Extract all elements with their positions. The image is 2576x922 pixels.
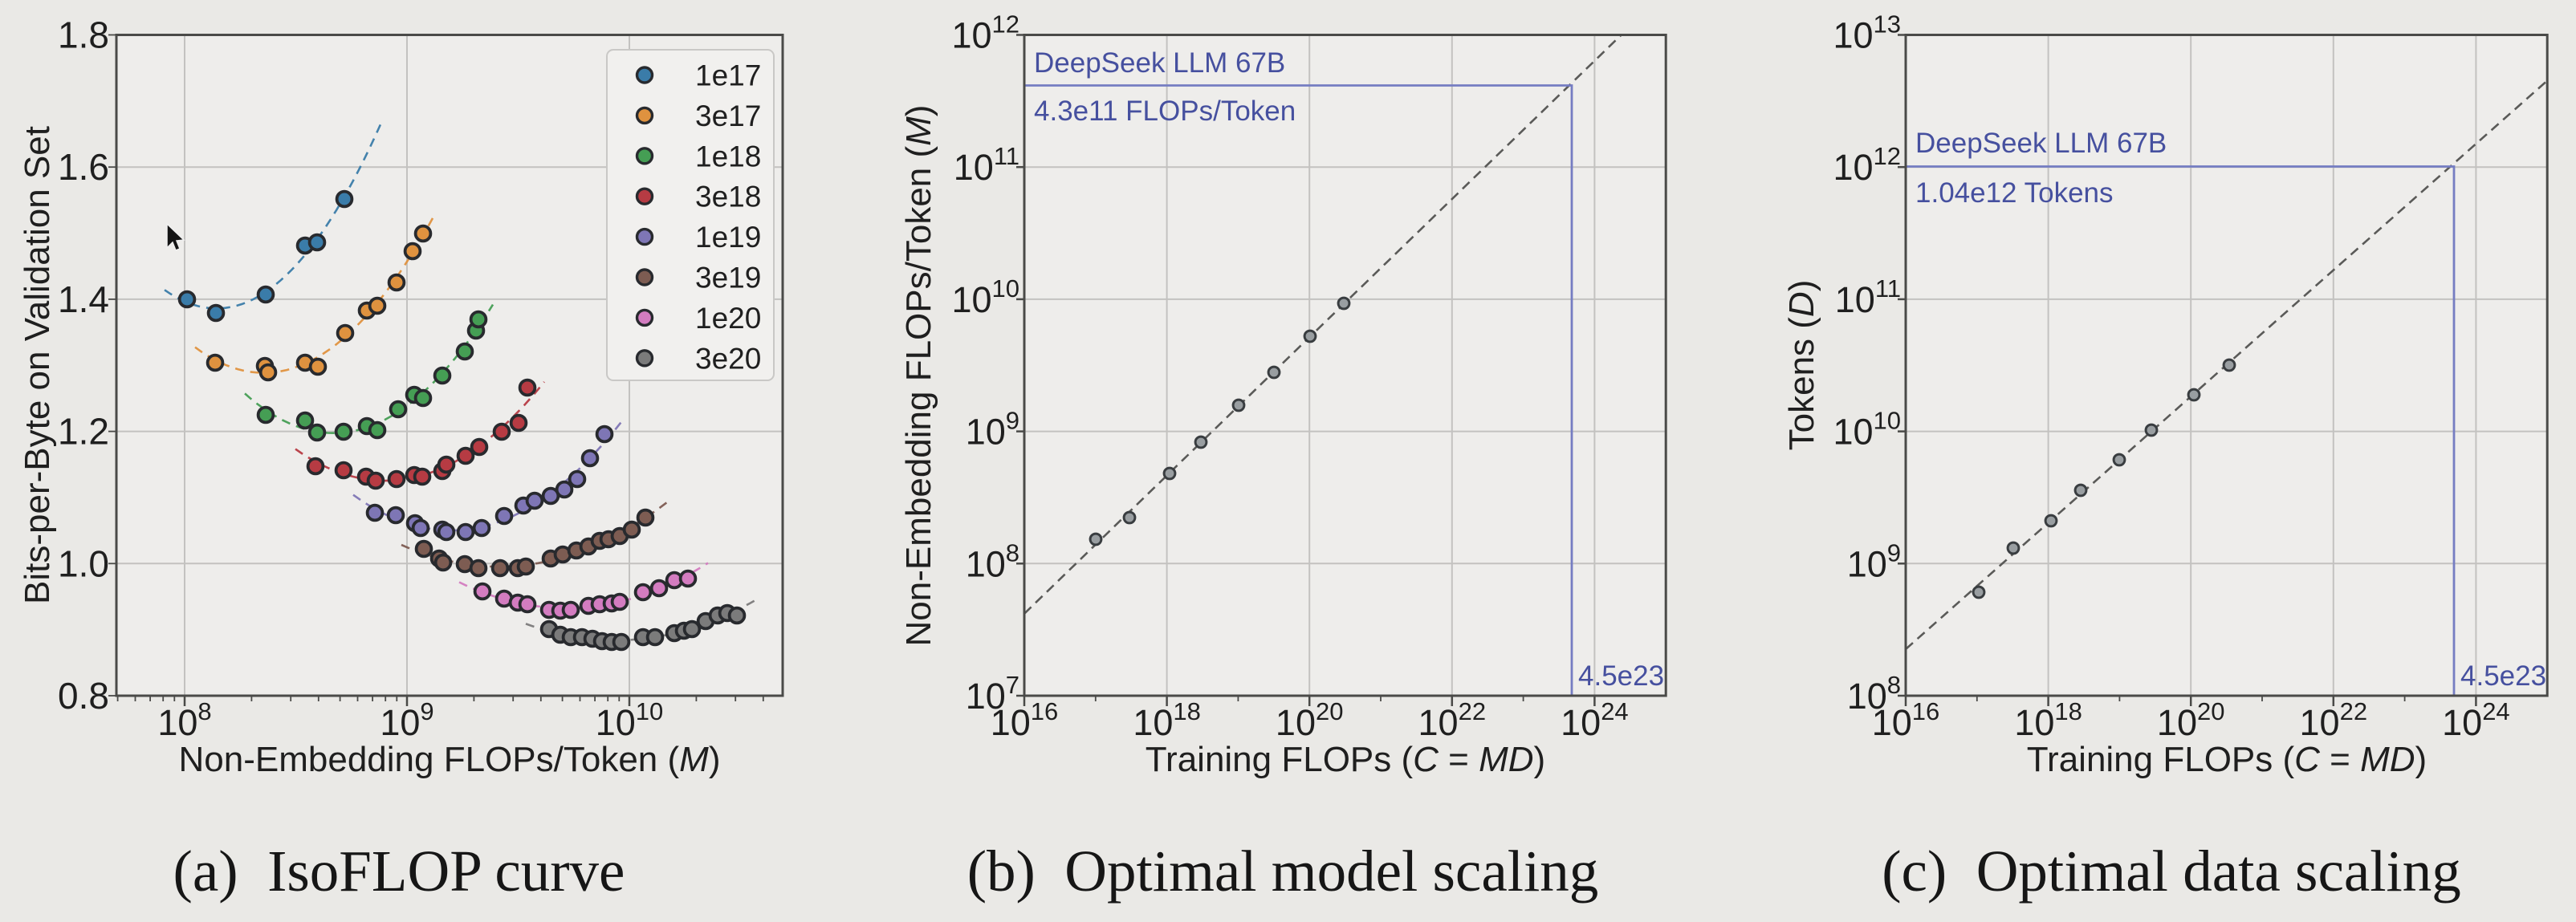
svg-text:1e18: 1e18 bbox=[695, 140, 761, 173]
svg-text:Training FLOPs (C = MD): Training FLOPs (C = MD) bbox=[2027, 740, 2427, 779]
svg-text:Tokens (D): Tokens (D) bbox=[1782, 280, 1821, 451]
svg-text:(a) IsoFLOP curve: (a) IsoFLOP curve bbox=[173, 839, 625, 904]
svg-text:(c) Optimal data scaling: (c) Optimal data scaling bbox=[1882, 839, 2461, 904]
svg-text:1e17: 1e17 bbox=[695, 59, 761, 92]
svg-text:DeepSeek LLM 67B: DeepSeek LLM 67B bbox=[1915, 128, 2167, 159]
svg-text:1.2: 1.2 bbox=[58, 411, 109, 453]
svg-text:1.6: 1.6 bbox=[58, 146, 109, 188]
svg-text:4.5e23: 4.5e23 bbox=[1578, 660, 1664, 692]
svg-text:3e20: 3e20 bbox=[695, 342, 761, 375]
svg-text:1012: 1012 bbox=[1833, 142, 1901, 188]
svg-text:3e19: 3e19 bbox=[695, 262, 761, 294]
svg-text:(b) Optimal model scaling: (b) Optimal model scaling bbox=[967, 839, 1599, 904]
svg-text:DeepSeek LLM 67B: DeepSeek LLM 67B bbox=[1034, 47, 1285, 79]
svg-text:Training FLOPs (C = MD): Training FLOPs (C = MD) bbox=[1146, 740, 1545, 779]
svg-text:1.8: 1.8 bbox=[58, 14, 109, 56]
svg-text:1018: 1018 bbox=[2014, 697, 2082, 743]
svg-text:Bits-per-Byte on Validation Se: Bits-per-Byte on Validation Set bbox=[18, 126, 57, 604]
svg-text:1.04e12 Tokens: 1.04e12 Tokens bbox=[1915, 177, 2114, 209]
svg-text:3e17: 3e17 bbox=[695, 100, 761, 132]
svg-text:Non-Embedding FLOPs/Token (M): Non-Embedding FLOPs/Token (M) bbox=[899, 105, 938, 647]
svg-text:108: 108 bbox=[1847, 671, 1901, 717]
svg-text:0.8: 0.8 bbox=[58, 675, 109, 717]
svg-text:1.4: 1.4 bbox=[58, 278, 109, 320]
svg-text:1.0: 1.0 bbox=[58, 542, 109, 584]
svg-text:Non-Embedding FLOPs/Token (M): Non-Embedding FLOPs/Token (M) bbox=[179, 740, 721, 779]
svg-text:1022: 1022 bbox=[1418, 697, 1487, 743]
svg-text:1010: 1010 bbox=[1833, 407, 1901, 453]
svg-text:1024: 1024 bbox=[2442, 697, 2510, 743]
svg-text:4.5e23: 4.5e23 bbox=[2460, 660, 2546, 692]
svg-text:1016: 1016 bbox=[1872, 697, 1940, 743]
svg-text:4.3e11 FLOPs/Token: 4.3e11 FLOPs/Token bbox=[1034, 95, 1296, 127]
svg-text:1e20: 1e20 bbox=[695, 302, 761, 335]
svg-text:1e19: 1e19 bbox=[695, 221, 761, 254]
svg-text:3e18: 3e18 bbox=[695, 181, 761, 213]
